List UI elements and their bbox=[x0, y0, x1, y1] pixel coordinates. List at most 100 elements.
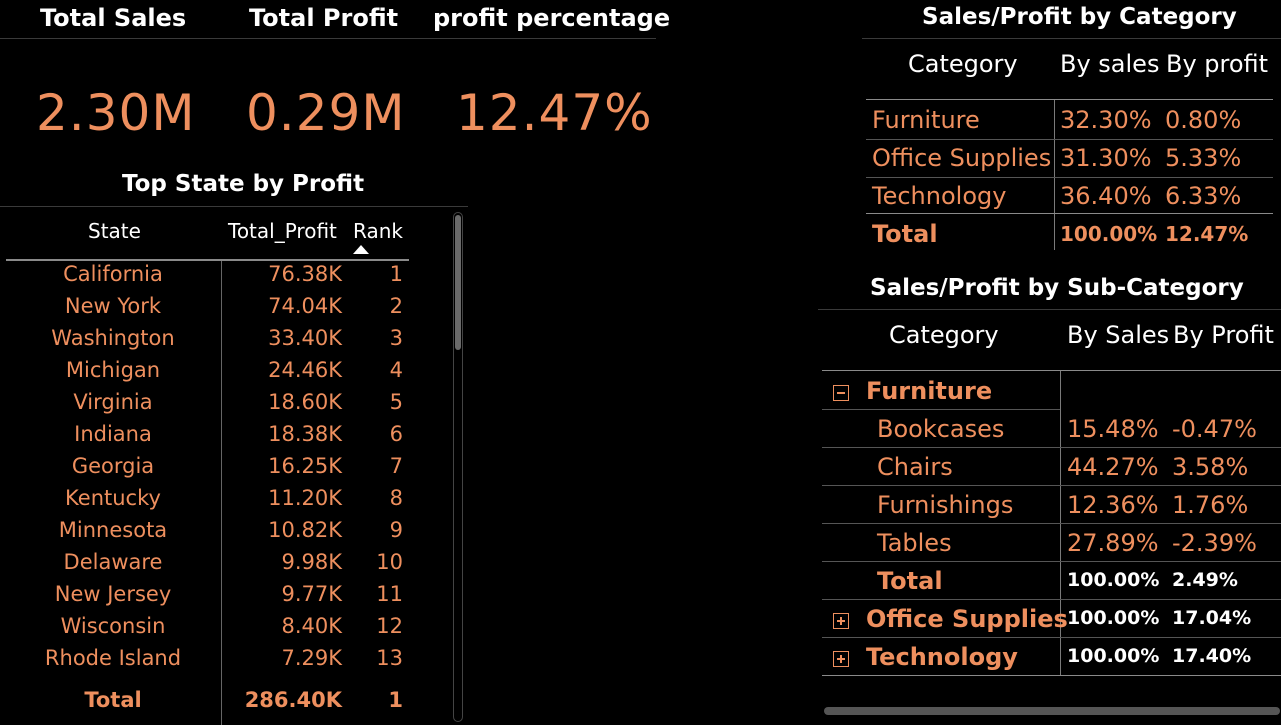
cell-sales: 36.40% bbox=[1060, 182, 1152, 210]
table-row[interactable]: Wisconsin 8.40K 12 bbox=[0, 614, 410, 646]
total-label: Total bbox=[872, 220, 938, 248]
cell-profit: 9.77K bbox=[281, 582, 342, 606]
kpi-profit-percentage-title: profit percentage bbox=[433, 4, 671, 32]
top-state-table: State Total_Profit Rank California 76.38… bbox=[0, 210, 470, 725]
table-row[interactable]: Kentucky 11.20K 8 bbox=[0, 486, 410, 518]
column-header-by-sales[interactable]: By sales bbox=[1060, 50, 1160, 78]
column-header-state[interactable]: State bbox=[88, 219, 141, 243]
table-row[interactable]: Minnesota 10.82K 9 bbox=[0, 518, 410, 550]
cell-rank: 9 bbox=[389, 518, 403, 542]
cell-profit: 11.20K bbox=[268, 486, 342, 510]
total-profit: 12.47% bbox=[1165, 222, 1249, 246]
table-total-row: Total 286.40K 1 bbox=[0, 688, 410, 720]
group-label: Furniture bbox=[866, 377, 993, 405]
cell-rank: 5 bbox=[389, 390, 403, 414]
sort-ascending-icon[interactable] bbox=[353, 245, 369, 254]
cell-rank: 6 bbox=[389, 422, 403, 446]
cell-rank: 4 bbox=[389, 358, 403, 382]
cell-state: Indiana bbox=[74, 422, 152, 446]
column-header-rank[interactable]: Rank bbox=[353, 219, 403, 243]
cell-state: Virginia bbox=[73, 390, 153, 414]
scrollbar-thumb[interactable] bbox=[455, 215, 461, 350]
group-label: Office Supplies bbox=[866, 605, 1068, 633]
row-divider bbox=[866, 139, 1273, 140]
header-underline bbox=[822, 370, 1281, 371]
subcategory-title: Sales/Profit by Sub-Category bbox=[870, 275, 1244, 301]
top-state-divider bbox=[0, 206, 468, 207]
group-sales: 100.00% bbox=[1067, 645, 1160, 667]
cell-profit: 5.33% bbox=[1165, 144, 1242, 172]
cell-rank: 13 bbox=[376, 646, 403, 670]
cell-category: Furniture bbox=[872, 106, 980, 134]
total-label: Total bbox=[877, 567, 943, 595]
table-row[interactable]: Virginia 18.60K 5 bbox=[0, 390, 410, 422]
total-profit: 286.40K bbox=[244, 688, 342, 712]
total-rank: 1 bbox=[388, 688, 403, 712]
table-row[interactable]: Indiana 18.38K 6 bbox=[0, 422, 410, 454]
table-bottom-border bbox=[822, 675, 1281, 676]
column-divider bbox=[1054, 100, 1055, 250]
column-header-total-profit[interactable]: Total_Profit bbox=[228, 219, 337, 243]
minus-box-icon[interactable] bbox=[833, 385, 849, 401]
total-sales: 100.00% bbox=[1067, 569, 1160, 591]
cell-profit: 18.38K bbox=[268, 422, 342, 446]
table-row[interactable]: Rhode Island 7.29K 13 bbox=[0, 646, 410, 678]
cell-sales: 31.30% bbox=[1060, 144, 1152, 172]
table-row[interactable]: Washington 33.40K 3 bbox=[0, 326, 410, 358]
subcategory-table: Category By Sales By Profit Furniture Bo… bbox=[822, 311, 1281, 725]
cell-profit: 3.58% bbox=[1172, 453, 1249, 481]
table-row[interactable]: Michigan 24.46K 4 bbox=[0, 358, 410, 390]
cell-profit: 18.60K bbox=[268, 390, 342, 414]
table-row[interactable]: New York 74.04K 2 bbox=[0, 294, 410, 326]
cell-rank: 1 bbox=[389, 262, 403, 286]
cell-profit: 7.29K bbox=[281, 646, 342, 670]
cell-category: Technology bbox=[872, 182, 1007, 210]
cell-profit: 16.25K bbox=[268, 454, 342, 478]
cell-profit: 0.80% bbox=[1165, 106, 1242, 134]
column-header-by-profit[interactable]: By profit bbox=[1166, 50, 1269, 78]
total-sales: 100.00% bbox=[1060, 222, 1158, 246]
cell-state: California bbox=[63, 262, 163, 286]
cell-state: Rhode Island bbox=[44, 646, 182, 670]
table-body: California 76.38K 1 New York 74.04K 2 Wa… bbox=[0, 262, 410, 678]
table-row[interactable]: Delaware 9.98K 10 bbox=[0, 550, 410, 582]
cell-state: Kentucky bbox=[65, 486, 161, 510]
cell-rank: 2 bbox=[389, 294, 403, 318]
cell-rank: 3 bbox=[389, 326, 403, 350]
table-row[interactable]: New Jersey 9.77K 11 bbox=[0, 582, 410, 614]
header-underline bbox=[866, 99, 1273, 100]
table-row[interactable]: California 76.38K 1 bbox=[0, 262, 410, 294]
cell-profit: 8.40K bbox=[281, 614, 342, 638]
row-divider bbox=[866, 177, 1273, 178]
column-header-category[interactable]: Category bbox=[908, 50, 1018, 78]
cell-profit: 10.82K bbox=[268, 518, 342, 542]
plus-box-icon[interactable] bbox=[833, 651, 849, 667]
kpi-total-profit-value: 0.29M bbox=[246, 84, 406, 142]
table-row[interactable]: Georgia 16.25K 7 bbox=[0, 454, 410, 486]
cell-profit: 6.33% bbox=[1165, 182, 1242, 210]
group-profit: 17.04% bbox=[1172, 607, 1252, 629]
plus-box-icon[interactable] bbox=[833, 613, 849, 629]
cell-state: Georgia bbox=[71, 454, 155, 478]
column-header-category[interactable]: Category bbox=[889, 321, 999, 349]
row-divider bbox=[822, 485, 1281, 486]
row-divider bbox=[822, 561, 1281, 562]
cell-subcategory: Bookcases bbox=[877, 415, 1005, 443]
group-label: Technology bbox=[866, 643, 1018, 671]
column-divider bbox=[221, 261, 222, 725]
category-divider bbox=[862, 38, 1281, 39]
column-header-by-sales[interactable]: By Sales bbox=[1067, 321, 1170, 349]
cell-sales: 44.27% bbox=[1067, 453, 1159, 481]
header-underline bbox=[6, 259, 409, 261]
kpi-divider bbox=[0, 38, 656, 39]
category-table: Category By sales By profit Furniture 32… bbox=[866, 40, 1281, 255]
cell-profit: 74.04K bbox=[268, 294, 342, 318]
row-divider bbox=[822, 447, 1281, 448]
vertical-scrollbar[interactable] bbox=[453, 212, 463, 722]
row-divider bbox=[822, 637, 1281, 638]
column-header-by-profit[interactable]: By Profit bbox=[1173, 321, 1274, 349]
cell-subcategory: Chairs bbox=[877, 453, 953, 481]
cell-profit: 24.46K bbox=[268, 358, 342, 382]
horizontal-scrollbar[interactable] bbox=[824, 707, 1280, 715]
kpi-total-profit-title: Total Profit bbox=[249, 4, 399, 32]
